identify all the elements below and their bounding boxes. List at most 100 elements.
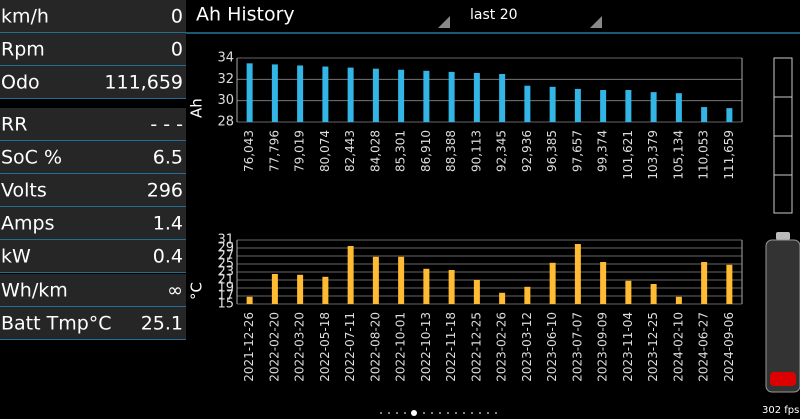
x-tick-label: 105,134 [671, 130, 685, 180]
y-tick-label: 25 [217, 257, 234, 272]
x-tick-label: 111,659 [722, 130, 736, 180]
x-tick-label: 2021-12-26 [242, 312, 256, 382]
panel-row [0, 307, 186, 340]
x-tick-label: 2023-11-04 [621, 312, 635, 382]
x-tick-label: 2023-09-09 [596, 312, 610, 382]
bar [524, 85, 531, 122]
x-tick-label: 2023-07-07 [570, 312, 584, 382]
page-indicator [380, 410, 497, 416]
y-tick-label: 30 [217, 93, 234, 108]
panel-value: 0.4 [153, 246, 183, 268]
bar [322, 66, 329, 122]
x-tick-label: 2024-09-06 [722, 312, 736, 382]
x-tick-label: 2023-06-10 [545, 312, 559, 382]
bar [524, 286, 531, 304]
panel-row [0, 33, 186, 66]
panel-row [0, 0, 186, 33]
y-tick-label: 29 [217, 241, 234, 256]
bar [726, 108, 733, 122]
panel-row [0, 274, 186, 307]
panel-row [0, 207, 186, 240]
bar [398, 69, 405, 122]
bar [372, 256, 379, 304]
panel-label: Volts [1, 180, 47, 202]
x-tick-label: 92,936 [520, 130, 534, 172]
x-tick-label: 99,374 [596, 130, 610, 172]
x-tick-label: 2024-02-10 [671, 312, 685, 382]
panel-value: 25.1 [141, 313, 183, 335]
panel-label: Wh/km [1, 280, 68, 302]
panel-label: Odo [1, 72, 40, 94]
range-selector[interactable]: last 20 [470, 7, 518, 23]
panel-value: 0 [171, 6, 183, 28]
y-tick-label: 19 [217, 281, 234, 296]
bar [625, 90, 632, 122]
bar [549, 86, 556, 122]
x-tick-label: 77,796 [267, 130, 281, 172]
x-tick-label: 90,113 [469, 130, 483, 172]
x-tick-label: 2022-08-20 [368, 312, 382, 382]
bar [625, 280, 632, 304]
x-tick-label: 103,379 [646, 130, 660, 180]
y-tick-label: 31 [217, 233, 234, 248]
bar [675, 296, 682, 304]
x-tick-label: 76,043 [242, 130, 256, 172]
panel-value: 0 [171, 39, 183, 61]
bar [448, 270, 455, 304]
y-tick-label: 23 [217, 265, 234, 280]
x-tick-label: 82,443 [343, 130, 357, 172]
x-tick-label: 2022-02-20 [267, 312, 281, 382]
x-tick-label: 2024-06-27 [697, 312, 711, 382]
y-tick-label: 27 [217, 249, 234, 264]
bar [372, 68, 379, 122]
bar [347, 67, 354, 122]
panel-row [0, 108, 186, 141]
bar [675, 93, 682, 122]
panel-label: RR [1, 114, 27, 136]
x-tick-label: 96,385 [545, 130, 559, 172]
x-tick-label: 92,345 [495, 130, 509, 172]
bar [271, 64, 278, 122]
battery-level [770, 372, 796, 386]
bar [322, 276, 329, 304]
bar [246, 63, 253, 122]
bar [423, 268, 430, 304]
panel-row [0, 174, 186, 207]
x-tick-label: 2023-02-26 [495, 312, 509, 382]
panel-value: 111,659 [104, 72, 183, 94]
bar [297, 65, 304, 122]
x-tick-label: 2023-03-12 [520, 312, 534, 382]
panel-row [0, 240, 186, 273]
y-tick-label: 28 [217, 115, 234, 130]
y-tick-label: 34 [217, 51, 234, 66]
soc-gauge [773, 57, 793, 214]
bar [499, 74, 506, 122]
y-tick-label: 17 [217, 289, 234, 304]
battery-icon [765, 232, 800, 393]
bar [726, 264, 733, 304]
bar [701, 107, 708, 122]
x-tick-label: 80,074 [318, 130, 332, 172]
bar [297, 274, 304, 304]
x-tick-label: 79,019 [293, 130, 307, 172]
panel-label: SoC % [1, 147, 62, 169]
bar [701, 262, 708, 304]
bar [473, 280, 480, 304]
x-tick-label: 2022-03-20 [293, 312, 307, 382]
bar [574, 88, 581, 122]
x-tick-label: 97,657 [570, 130, 584, 172]
x-tick-label: 101,621 [621, 130, 635, 180]
bar [398, 256, 405, 304]
fps-counter: 302 fps [762, 405, 799, 416]
bar [650, 284, 657, 304]
y-tick-label: 15 [217, 297, 234, 312]
panel-value: 296 [147, 180, 183, 202]
panel-row [0, 141, 186, 174]
bar [600, 262, 607, 304]
bar [549, 262, 556, 304]
x-tick-label: 2023-12-25 [646, 312, 660, 382]
battery-cap [776, 232, 790, 240]
panel-label: Rpm [1, 39, 45, 61]
bar [574, 244, 581, 304]
